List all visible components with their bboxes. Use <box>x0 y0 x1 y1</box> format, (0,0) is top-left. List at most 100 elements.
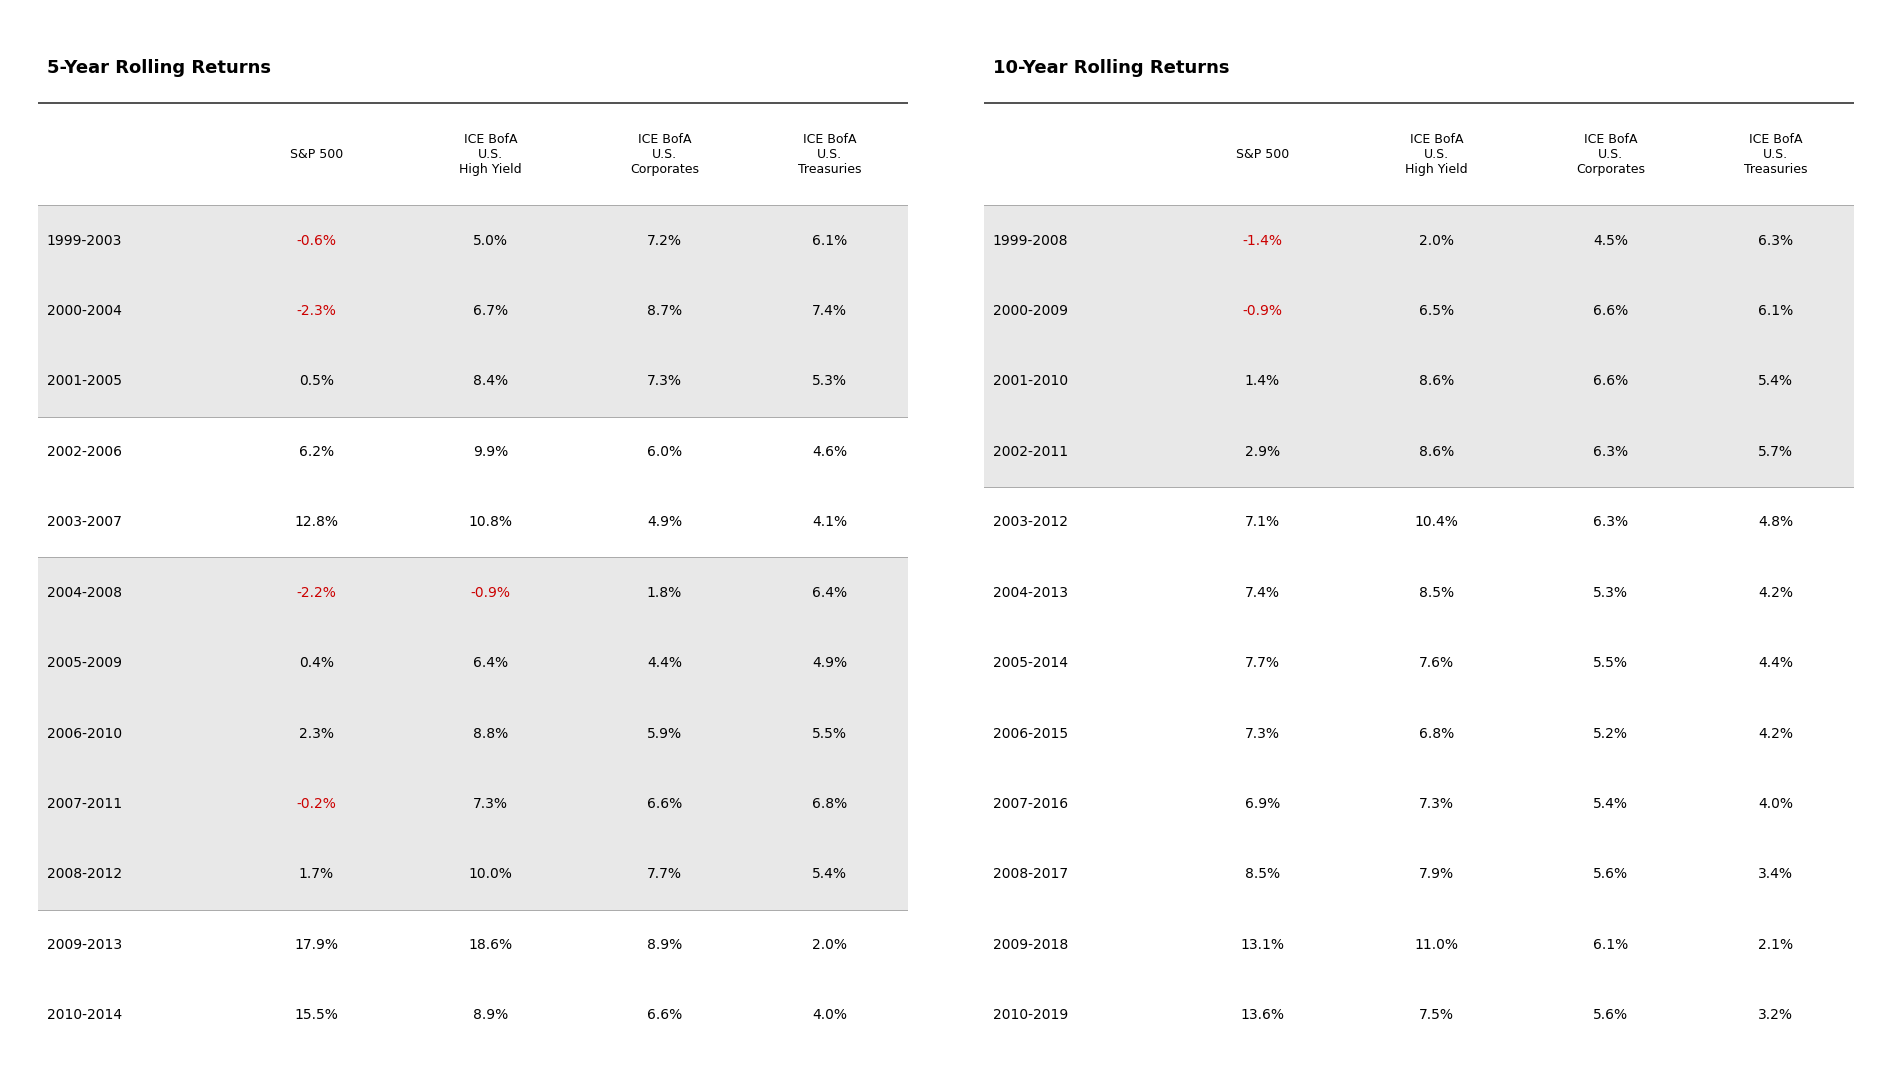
Text: 4.4%: 4.4% <box>647 656 681 670</box>
Text: 1999-2003: 1999-2003 <box>47 234 121 248</box>
Text: 6.9%: 6.9% <box>1245 796 1281 812</box>
Text: 8.5%: 8.5% <box>1245 867 1279 881</box>
Text: 5.3%: 5.3% <box>812 374 848 388</box>
Text: 10.0%: 10.0% <box>469 867 513 881</box>
Text: 2003-2007: 2003-2007 <box>47 516 121 530</box>
Text: 2005-2009: 2005-2009 <box>47 656 121 670</box>
FancyBboxPatch shape <box>38 698 908 769</box>
Text: 17.9%: 17.9% <box>295 938 339 952</box>
Text: 5.4%: 5.4% <box>1758 374 1794 388</box>
Text: 8.8%: 8.8% <box>473 727 509 741</box>
Text: 5.5%: 5.5% <box>1593 656 1627 670</box>
Text: 18.6%: 18.6% <box>469 938 513 952</box>
Text: 4.0%: 4.0% <box>1758 796 1794 812</box>
FancyBboxPatch shape <box>38 557 908 628</box>
Text: 8.4%: 8.4% <box>473 374 507 388</box>
FancyBboxPatch shape <box>984 206 1854 276</box>
Text: 6.4%: 6.4% <box>812 585 848 599</box>
Text: 4.6%: 4.6% <box>812 445 848 459</box>
Text: 2009-2018: 2009-2018 <box>993 938 1067 952</box>
Text: 6.1%: 6.1% <box>1593 938 1629 952</box>
Text: 5.4%: 5.4% <box>812 867 848 881</box>
Text: ICE BofA
U.S.
High Yield: ICE BofA U.S. High Yield <box>460 133 522 176</box>
Text: 2000-2009: 2000-2009 <box>993 304 1067 318</box>
Text: 6.3%: 6.3% <box>1758 234 1794 248</box>
Text: 6.6%: 6.6% <box>647 1009 683 1023</box>
Text: 6.2%: 6.2% <box>299 445 333 459</box>
Text: 6.3%: 6.3% <box>1593 445 1627 459</box>
Text: -1.4%: -1.4% <box>1243 234 1283 248</box>
Text: 2010-2019: 2010-2019 <box>993 1009 1067 1023</box>
Text: ICE BofA
U.S.
Treasuries: ICE BofA U.S. Treasuries <box>798 133 861 176</box>
Text: 7.1%: 7.1% <box>1245 516 1279 530</box>
Text: 4.9%: 4.9% <box>647 516 681 530</box>
FancyBboxPatch shape <box>38 206 908 276</box>
Text: 7.2%: 7.2% <box>647 234 681 248</box>
Text: 7.7%: 7.7% <box>647 867 681 881</box>
Text: 2010-2014: 2010-2014 <box>47 1009 121 1023</box>
Text: 6.6%: 6.6% <box>647 796 683 812</box>
Text: 2000-2004: 2000-2004 <box>47 304 121 318</box>
Text: 4.1%: 4.1% <box>812 516 848 530</box>
Text: 0.5%: 0.5% <box>299 374 333 388</box>
Text: 3.2%: 3.2% <box>1758 1009 1794 1023</box>
Text: -2.3%: -2.3% <box>297 304 337 318</box>
Text: 1.4%: 1.4% <box>1245 374 1279 388</box>
Text: 1.7%: 1.7% <box>299 867 333 881</box>
Text: 6.6%: 6.6% <box>1593 374 1629 388</box>
Text: -2.2%: -2.2% <box>297 585 337 599</box>
Text: 6.8%: 6.8% <box>1419 727 1455 741</box>
Text: 2005-2014: 2005-2014 <box>993 656 1067 670</box>
Text: 7.3%: 7.3% <box>1245 727 1279 741</box>
Text: 6.5%: 6.5% <box>1419 304 1453 318</box>
Text: 4.2%: 4.2% <box>1758 727 1794 741</box>
Text: 6.6%: 6.6% <box>1593 304 1629 318</box>
Text: 15.5%: 15.5% <box>295 1009 339 1023</box>
Text: 4.0%: 4.0% <box>812 1009 848 1023</box>
Text: 5.0%: 5.0% <box>473 234 507 248</box>
Text: 2.9%: 2.9% <box>1245 445 1279 459</box>
Text: -0.6%: -0.6% <box>297 234 337 248</box>
Text: ICE BofA
U.S.
Corporates: ICE BofA U.S. Corporates <box>1576 133 1644 176</box>
Text: S&P 500: S&P 500 <box>289 148 342 161</box>
Text: 1.8%: 1.8% <box>647 585 683 599</box>
Text: 2.1%: 2.1% <box>1758 938 1794 952</box>
Text: 4.8%: 4.8% <box>1758 516 1794 530</box>
Text: 12.8%: 12.8% <box>295 516 339 530</box>
Text: 7.4%: 7.4% <box>1245 585 1279 599</box>
Text: 13.6%: 13.6% <box>1241 1009 1285 1023</box>
Text: 1999-2008: 1999-2008 <box>993 234 1069 248</box>
FancyBboxPatch shape <box>984 346 1854 417</box>
Text: ICE BofA
U.S.
Corporates: ICE BofA U.S. Corporates <box>630 133 698 176</box>
Text: 2001-2005: 2001-2005 <box>47 374 121 388</box>
Text: 2007-2011: 2007-2011 <box>47 796 121 812</box>
Text: 5.6%: 5.6% <box>1593 867 1627 881</box>
Text: 2006-2015: 2006-2015 <box>993 727 1067 741</box>
Text: 7.6%: 7.6% <box>1419 656 1453 670</box>
Text: 10.4%: 10.4% <box>1415 516 1459 530</box>
Text: 7.5%: 7.5% <box>1419 1009 1453 1023</box>
Text: 2004-2013: 2004-2013 <box>993 585 1067 599</box>
Text: 2003-2012: 2003-2012 <box>993 516 1067 530</box>
Text: 8.6%: 8.6% <box>1419 445 1455 459</box>
Text: 7.7%: 7.7% <box>1245 656 1279 670</box>
Text: 6.4%: 6.4% <box>473 656 507 670</box>
FancyBboxPatch shape <box>984 417 1854 487</box>
Text: 5.7%: 5.7% <box>1758 445 1794 459</box>
Text: 6.0%: 6.0% <box>647 445 681 459</box>
FancyBboxPatch shape <box>38 276 908 346</box>
Text: 2004-2008: 2004-2008 <box>47 585 121 599</box>
Text: 7.4%: 7.4% <box>812 304 848 318</box>
Text: 5.3%: 5.3% <box>1593 585 1627 599</box>
Text: 2002-2011: 2002-2011 <box>993 445 1067 459</box>
Text: 6.1%: 6.1% <box>812 234 848 248</box>
Text: 5-Year Rolling Returns: 5-Year Rolling Returns <box>47 59 271 77</box>
Text: 2001-2010: 2001-2010 <box>993 374 1067 388</box>
Text: 7.3%: 7.3% <box>647 374 681 388</box>
Text: 5.6%: 5.6% <box>1593 1009 1627 1023</box>
Text: 4.4%: 4.4% <box>1758 656 1794 670</box>
Text: 8.9%: 8.9% <box>647 938 683 952</box>
FancyBboxPatch shape <box>38 628 908 698</box>
FancyBboxPatch shape <box>38 769 908 839</box>
Text: 13.1%: 13.1% <box>1241 938 1285 952</box>
